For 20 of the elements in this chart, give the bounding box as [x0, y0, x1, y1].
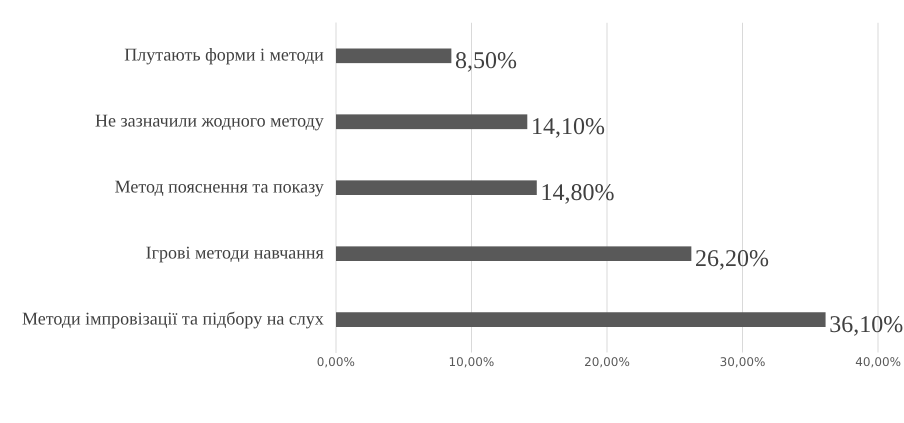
y-tick-label: Ігрові методи навчання: [146, 242, 324, 262]
x-tick-label: 0,00%: [316, 354, 355, 369]
data-label: 14,10%: [530, 114, 605, 140]
bar: [336, 312, 826, 327]
x-tick-label: 40,00%: [855, 354, 902, 369]
data-label: 26,20%: [695, 246, 770, 272]
y-tick-label: Не зазначили жодного методу: [95, 110, 324, 130]
y-tick-label: Плутають форми і методи: [124, 44, 324, 65]
x-tick-label: 20,00%: [584, 354, 630, 369]
x-tick-label: 10,00%: [448, 354, 494, 369]
bar: [336, 180, 537, 196]
y-tick-label: Методи імпровізації та підбору на слух: [22, 308, 324, 328]
x-tick-label: 30,00%: [720, 354, 766, 369]
data-label: 36,10%: [829, 312, 904, 338]
data-label: 8,50%: [455, 48, 518, 74]
y-tick-label: Метод пояснення та показу: [114, 176, 324, 196]
bar: [336, 48, 452, 64]
bar: [336, 114, 528, 130]
bar: [336, 246, 692, 261]
data-label: 14,80%: [540, 180, 614, 206]
